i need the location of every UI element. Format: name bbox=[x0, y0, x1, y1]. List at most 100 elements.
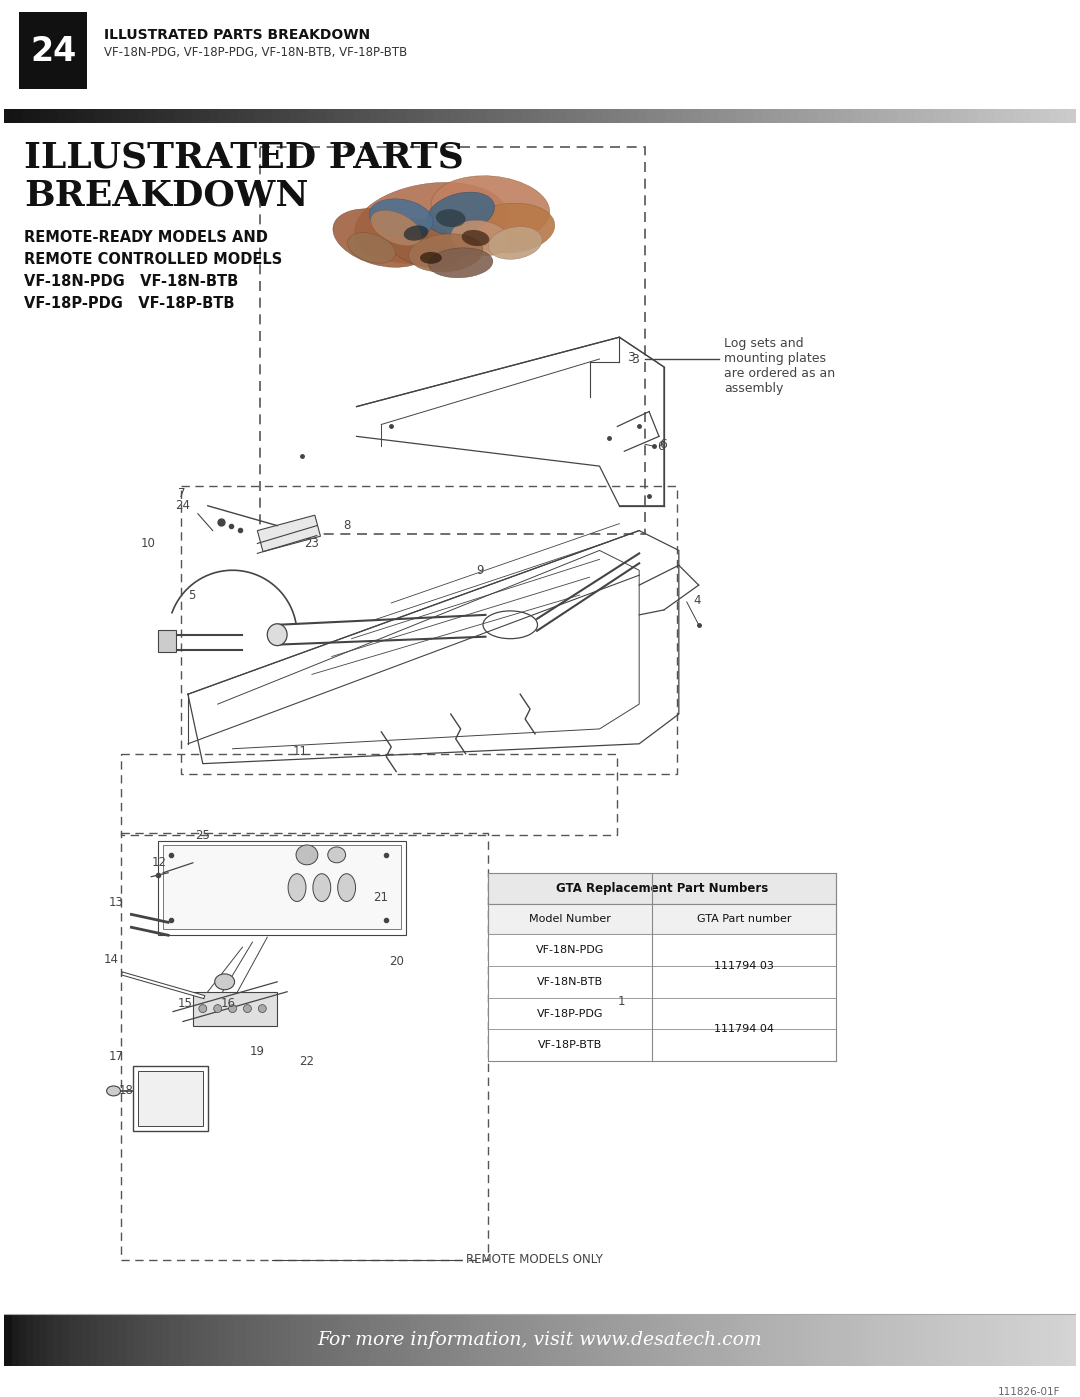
Ellipse shape bbox=[369, 198, 433, 237]
Bar bbox=[255, 109, 265, 123]
Bar bbox=[419, 1315, 428, 1366]
Text: BREAKDOWN: BREAKDOWN bbox=[24, 179, 309, 212]
Bar bbox=[906, 109, 916, 123]
Bar bbox=[959, 109, 970, 123]
Ellipse shape bbox=[296, 845, 318, 865]
Bar bbox=[819, 1315, 827, 1366]
Bar bbox=[562, 1315, 570, 1366]
Bar bbox=[691, 109, 702, 123]
Bar bbox=[674, 109, 684, 123]
Text: 4: 4 bbox=[693, 594, 701, 606]
Bar bbox=[48, 1315, 56, 1366]
Text: 1: 1 bbox=[618, 995, 625, 1009]
Text: 15: 15 bbox=[178, 997, 193, 1010]
Bar bbox=[576, 1315, 584, 1366]
Bar bbox=[630, 109, 639, 123]
Bar bbox=[154, 1315, 163, 1366]
Bar bbox=[49, 109, 59, 123]
Ellipse shape bbox=[338, 873, 355, 901]
Bar bbox=[835, 109, 845, 123]
Bar bbox=[568, 1315, 577, 1366]
Bar bbox=[486, 109, 497, 123]
Bar bbox=[111, 1315, 120, 1366]
Bar bbox=[611, 1315, 620, 1366]
Bar bbox=[554, 1315, 563, 1366]
Bar bbox=[950, 109, 960, 123]
Bar bbox=[119, 1315, 127, 1366]
Bar bbox=[226, 1315, 234, 1366]
Bar bbox=[890, 1315, 899, 1366]
Bar bbox=[1011, 1315, 1020, 1366]
Bar bbox=[69, 1315, 78, 1366]
Bar bbox=[433, 1315, 442, 1366]
Bar bbox=[368, 1315, 377, 1366]
Bar bbox=[854, 1315, 863, 1366]
Bar bbox=[1018, 1315, 1027, 1366]
Bar bbox=[283, 1315, 292, 1366]
Bar bbox=[683, 109, 692, 123]
Bar bbox=[576, 109, 585, 123]
Bar bbox=[912, 1315, 920, 1366]
Bar bbox=[4, 0, 1076, 115]
Bar bbox=[397, 109, 407, 123]
Bar bbox=[181, 486, 677, 774]
Bar bbox=[461, 1315, 470, 1366]
Bar bbox=[130, 109, 139, 123]
Bar bbox=[1022, 109, 1031, 123]
Bar bbox=[19, 13, 86, 89]
Bar bbox=[1026, 1315, 1035, 1366]
Text: 16: 16 bbox=[220, 997, 235, 1010]
Bar bbox=[261, 1315, 270, 1366]
Bar bbox=[140, 1315, 149, 1366]
Bar bbox=[272, 109, 282, 123]
Bar bbox=[389, 109, 399, 123]
Bar bbox=[825, 109, 836, 123]
Bar bbox=[488, 904, 836, 935]
Bar bbox=[915, 109, 924, 123]
Bar bbox=[97, 1315, 106, 1366]
Ellipse shape bbox=[229, 1004, 237, 1013]
Bar bbox=[138, 109, 148, 123]
Text: 19: 19 bbox=[249, 1045, 265, 1058]
Bar bbox=[548, 1315, 556, 1366]
Bar bbox=[488, 997, 836, 1030]
Bar bbox=[847, 1315, 855, 1366]
Bar bbox=[297, 1315, 306, 1366]
Bar bbox=[469, 109, 478, 123]
Ellipse shape bbox=[258, 1004, 267, 1013]
Bar bbox=[376, 1315, 384, 1366]
Bar bbox=[897, 109, 907, 123]
Text: REMOTE-READY MODELS AND: REMOTE-READY MODELS AND bbox=[24, 231, 268, 244]
Bar bbox=[83, 1315, 92, 1366]
Bar bbox=[737, 109, 746, 123]
Bar bbox=[76, 109, 85, 123]
Bar bbox=[469, 1315, 477, 1366]
Bar bbox=[923, 109, 934, 123]
Bar bbox=[147, 109, 158, 123]
Bar bbox=[450, 109, 461, 123]
Bar bbox=[352, 109, 363, 123]
Bar bbox=[340, 1315, 349, 1366]
Bar bbox=[904, 1315, 913, 1366]
Bar bbox=[879, 109, 889, 123]
Text: 14: 14 bbox=[104, 953, 119, 965]
Text: VF-18P-PDG   VF-18P-BTB: VF-18P-PDG VF-18P-BTB bbox=[24, 296, 234, 310]
Bar bbox=[558, 109, 568, 123]
Bar bbox=[260, 147, 645, 534]
Ellipse shape bbox=[313, 873, 330, 901]
Bar bbox=[174, 109, 184, 123]
Bar bbox=[228, 109, 238, 123]
Text: 22: 22 bbox=[299, 1055, 314, 1067]
Bar bbox=[640, 1315, 649, 1366]
Bar bbox=[218, 109, 229, 123]
Bar bbox=[33, 1315, 42, 1366]
Bar bbox=[210, 109, 219, 123]
Ellipse shape bbox=[288, 873, 306, 901]
Text: 111826-01F: 111826-01F bbox=[998, 1387, 1061, 1397]
Bar bbox=[983, 1315, 991, 1366]
Bar bbox=[343, 109, 353, 123]
Bar bbox=[1049, 109, 1058, 123]
Bar bbox=[947, 1315, 956, 1366]
Text: ILLUSTRATED PARTS: ILLUSTRATED PARTS bbox=[24, 141, 464, 175]
Bar bbox=[319, 1315, 327, 1366]
